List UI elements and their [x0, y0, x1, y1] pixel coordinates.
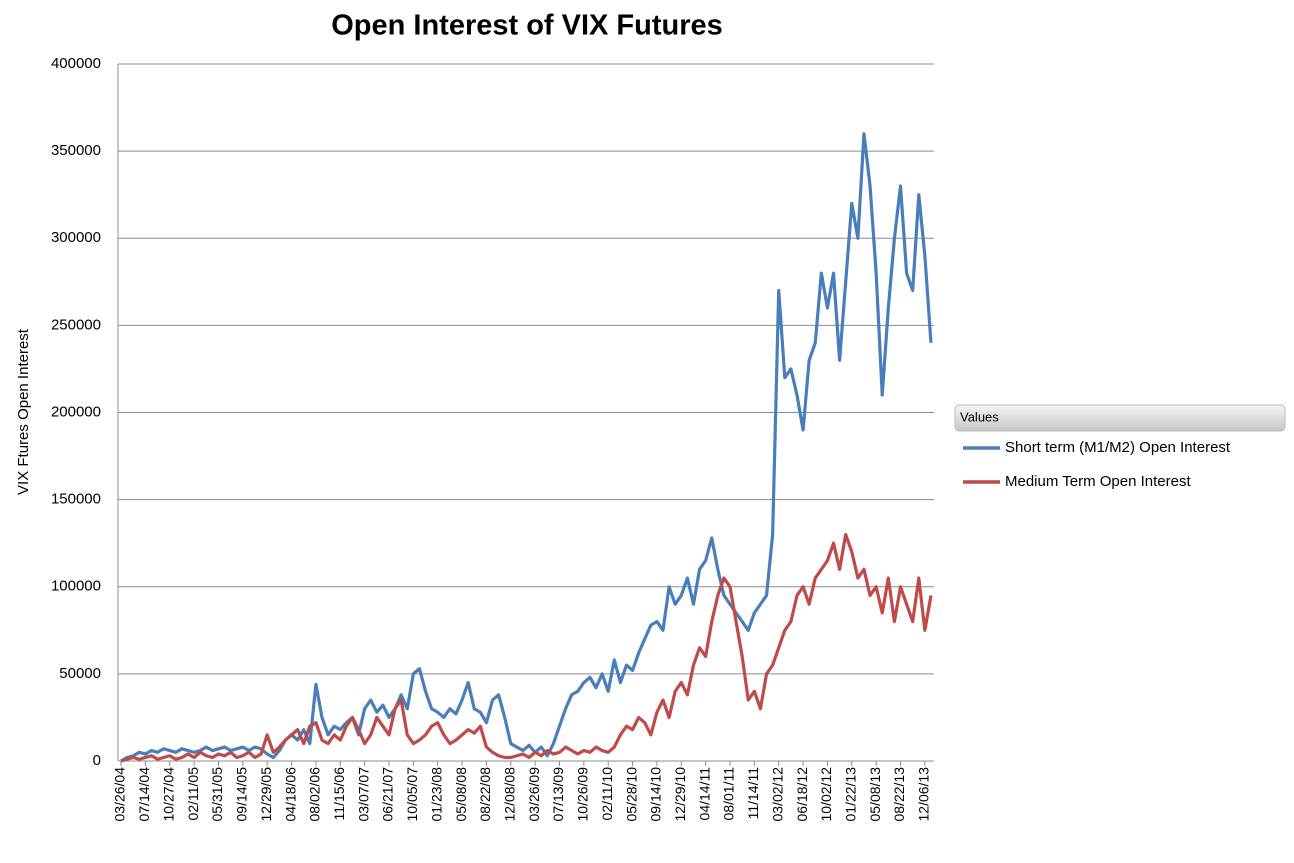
x-tick-label: 04/14/11 — [696, 767, 712, 821]
y-tick-label: 0 — [93, 752, 101, 769]
chart-title: Open Interest of VIX Futures — [331, 10, 723, 42]
x-tick-label: 08/22/08 — [477, 767, 493, 822]
legend-label: Short term (M1/M2) Open Interest — [1005, 439, 1231, 456]
x-tick-label: 06/18/12 — [794, 767, 810, 822]
x-tick-label: 06/21/07 — [380, 767, 396, 822]
x-tick-label: 12/06/13 — [916, 767, 932, 822]
x-tick-label: 03/02/12 — [769, 767, 785, 822]
x-tick-label: 05/28/10 — [623, 767, 639, 822]
x-tick-label: 04/18/06 — [282, 767, 298, 822]
series-line — [120, 532, 933, 763]
y-tick-label: 50000 — [59, 665, 101, 682]
x-tick-label: 12/29/05 — [258, 767, 274, 822]
y-tick-label: 150000 — [51, 491, 101, 508]
x-tick-label: 10/26/09 — [575, 767, 591, 822]
y-tick-label: 300000 — [51, 229, 101, 246]
x-tick-label: 08/02/06 — [307, 767, 323, 822]
x-tick-label: 10/27/04 — [160, 767, 176, 822]
x-tick-label: 09/14/05 — [234, 767, 250, 822]
x-tick-label: 03/26/09 — [526, 767, 542, 822]
y-tick-label: 400000 — [51, 55, 101, 72]
x-tick-label: 03/07/07 — [355, 767, 371, 822]
x-tick-label: 07/13/09 — [550, 767, 566, 822]
x-tick-label: 11/14/11 — [745, 767, 761, 820]
x-tick-label: 07/14/04 — [136, 767, 152, 822]
legend-header — [954, 404, 1286, 432]
x-tick-label: 12/08/08 — [501, 767, 517, 822]
legend-title: Values — [960, 409, 999, 424]
x-tick-label: 12/29/10 — [672, 767, 688, 822]
x-tick-label: 05/08/13 — [867, 767, 883, 822]
series-line — [120, 132, 933, 763]
x-tick-label: 03/26/04 — [112, 767, 128, 822]
x-tick-label: 01/22/13 — [842, 767, 858, 822]
x-tick-label: 08/22/13 — [891, 767, 907, 822]
x-tick-label: 05/08/08 — [453, 767, 469, 822]
x-tick-label: 02/11/05 — [185, 767, 201, 821]
legend-label: Medium Term Open Interest — [1005, 473, 1191, 490]
x-tick-label: 09/14/10 — [648, 767, 664, 822]
y-tick-label: 200000 — [51, 403, 101, 420]
x-tick-label: 05/31/05 — [209, 767, 225, 822]
x-tick-label: 10/05/07 — [404, 767, 420, 822]
x-tick-label: 02/11/10 — [599, 767, 615, 821]
y-tick-label: 350000 — [51, 142, 101, 159]
y-axis-title: VIX Ftures Open Interest — [15, 328, 32, 495]
x-tick-label: 10/02/12 — [818, 767, 834, 822]
x-tick-label: 01/23/08 — [428, 767, 444, 822]
y-tick-label: 250000 — [51, 316, 101, 333]
x-tick-label: 08/01/11 — [721, 767, 737, 821]
y-tick-label: 100000 — [51, 578, 101, 595]
x-tick-label: 11/15/06 — [331, 767, 347, 821]
